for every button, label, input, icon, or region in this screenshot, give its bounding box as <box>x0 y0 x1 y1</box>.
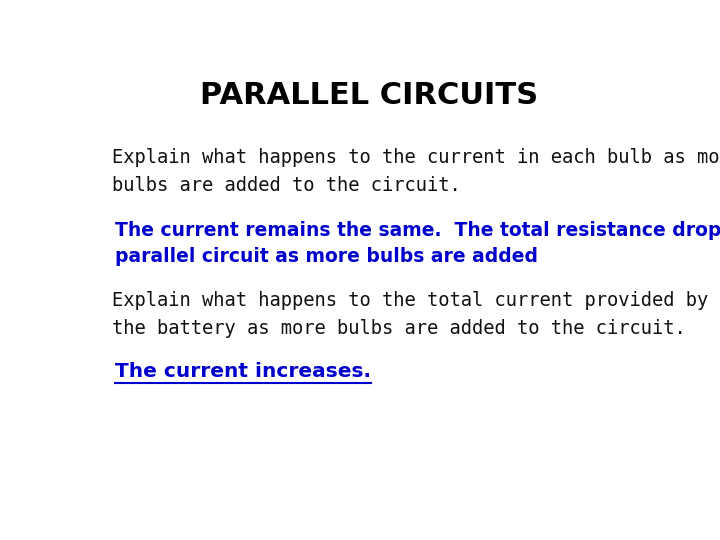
Text: The current increases.: The current increases. <box>115 362 371 381</box>
Text: Explain what happens to the current in each bulb as more
bulbs are added to the : Explain what happens to the current in e… <box>112 148 720 195</box>
Text: PARALLEL CIRCUITS: PARALLEL CIRCUITS <box>200 82 538 111</box>
Text: The current remains the same.  The total resistance drops in a
parallel circuit : The current remains the same. The total … <box>115 221 720 266</box>
Text: Explain what happens to the total current provided by
the battery as more bulbs : Explain what happens to the total curren… <box>112 292 708 339</box>
